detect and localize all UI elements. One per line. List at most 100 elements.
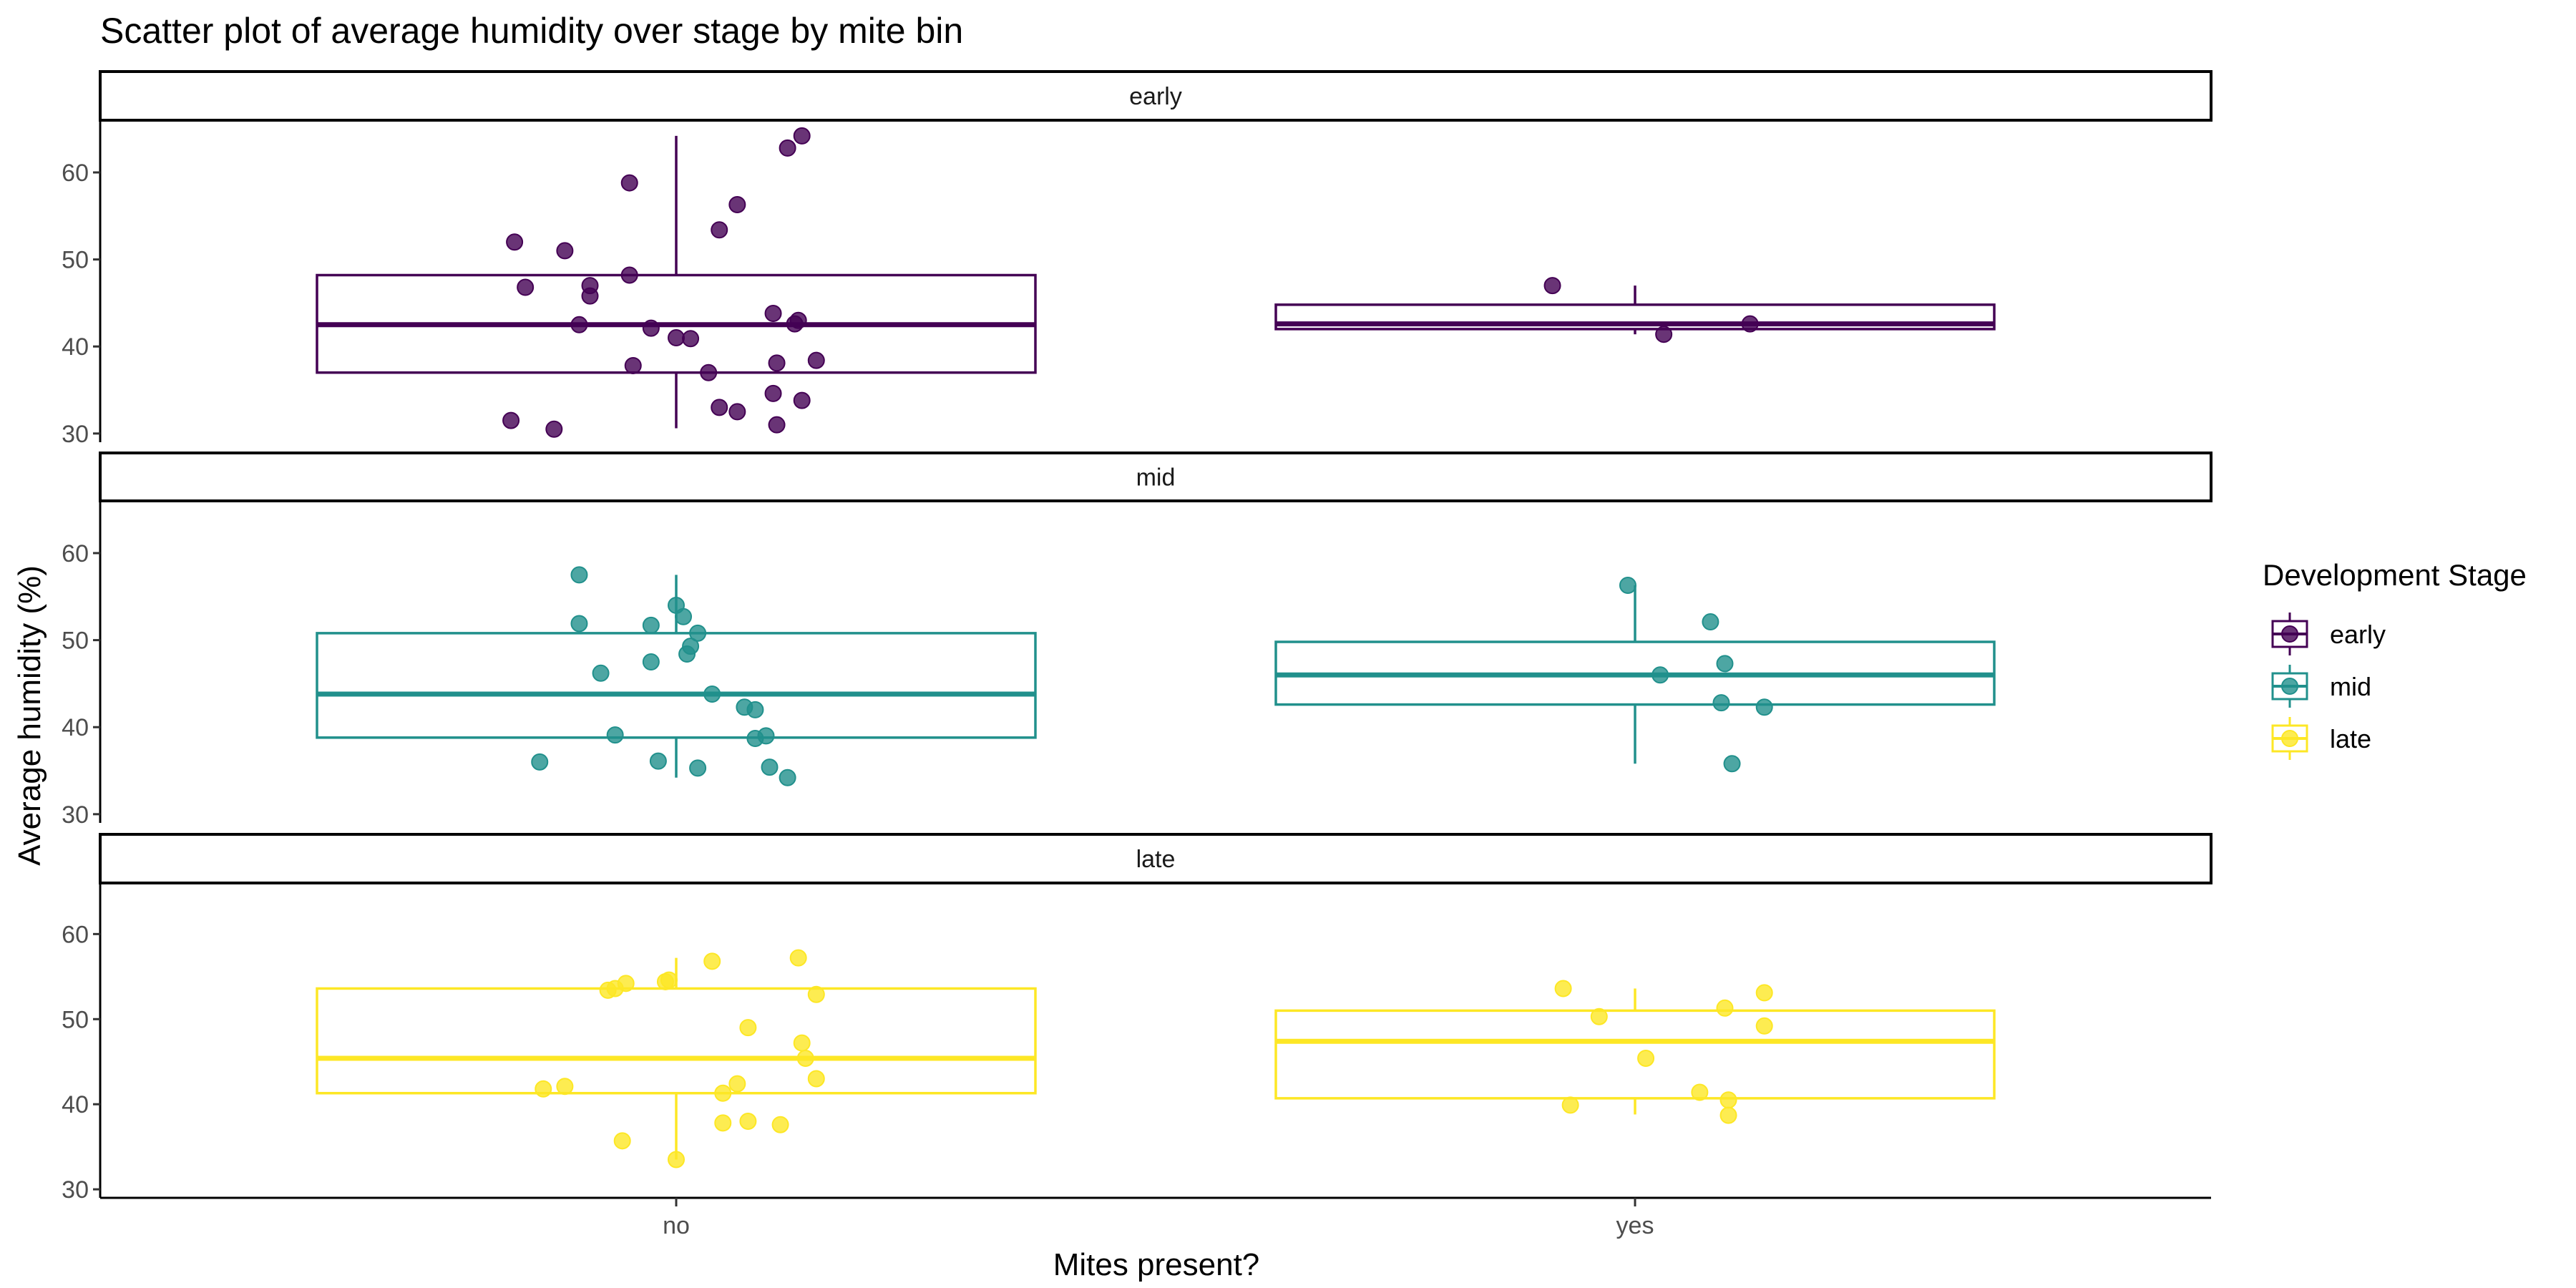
- legend-item-mid: mid: [2271, 665, 2371, 708]
- data-point: [789, 949, 807, 967]
- data-point: [617, 975, 635, 992]
- facet-strip-label: late: [1136, 846, 1176, 873]
- facet-strip-mid: [99, 452, 2212, 502]
- data-point: [714, 1084, 732, 1102]
- data-point: [606, 726, 624, 744]
- data-point: [502, 411, 520, 429]
- data-point: [807, 1070, 825, 1088]
- data-point: [779, 139, 796, 157]
- data-point: [764, 384, 782, 402]
- legend-label: mid: [2330, 672, 2371, 701]
- data-point: [1755, 1017, 1773, 1035]
- facet-mid: mid 30 40 50 60: [62, 452, 2212, 829]
- data-point: [581, 287, 599, 305]
- data-point: [620, 174, 638, 192]
- data-point: [786, 315, 804, 333]
- data-point: [793, 391, 811, 409]
- y-axis-label: Average humidity (%): [12, 565, 47, 866]
- data-point: [764, 305, 782, 322]
- data-point: [1716, 999, 1734, 1017]
- data-point: [570, 566, 588, 584]
- data-point: [556, 242, 574, 260]
- data-point: [592, 664, 610, 682]
- data-point: [807, 351, 825, 369]
- data-point: [1691, 1083, 1709, 1101]
- data-point: [757, 727, 775, 745]
- data-point: [711, 221, 728, 239]
- data-point: [570, 615, 588, 633]
- x-axis-label: Mites present?: [1053, 1247, 1260, 1282]
- legend-key-point: [2281, 730, 2298, 747]
- data-point: [1719, 1106, 1737, 1124]
- data-point: [768, 354, 786, 372]
- y-tick-label: 40: [62, 333, 89, 361]
- data-point: [779, 769, 796, 786]
- data-point: [535, 1080, 552, 1098]
- data-point: [531, 753, 549, 771]
- data-point: [728, 195, 746, 213]
- data-point: [1543, 277, 1561, 295]
- data-point: [703, 686, 721, 703]
- data-point: [746, 701, 764, 718]
- data-point: [761, 758, 779, 776]
- data-point: [1755, 984, 1773, 1002]
- y-tick-label: 50: [62, 628, 89, 655]
- data-point: [682, 638, 700, 655]
- data-point: [739, 1112, 757, 1130]
- legend-title: Development Stage: [2263, 558, 2527, 592]
- data-point: [1561, 1096, 1579, 1114]
- facet-strip-early: [99, 70, 2212, 122]
- data-point: [689, 624, 707, 642]
- x-tick-label: yes: [1616, 1212, 1654, 1239]
- data-point: [660, 971, 678, 989]
- data-point: [506, 233, 524, 251]
- facet-late: late 30 40 50 60: [62, 833, 2212, 1204]
- data-point: [675, 608, 693, 625]
- data-point: [642, 653, 660, 670]
- data-point: [793, 127, 811, 145]
- box-yes: [1274, 303, 1996, 331]
- data-point: [768, 416, 786, 434]
- data-point: [1554, 980, 1572, 997]
- y-tick-label: 40: [62, 1091, 89, 1118]
- box-no: [316, 987, 1037, 1095]
- facet-strip-label: early: [1129, 83, 1182, 110]
- data-point: [714, 1114, 732, 1132]
- y-tick-label: 60: [62, 540, 89, 567]
- data-point: [728, 403, 746, 421]
- data-point: [642, 319, 660, 337]
- data-point: [624, 356, 642, 374]
- data-point: [1723, 755, 1741, 773]
- y-tick-label: 30: [62, 421, 89, 448]
- y-tick-label: 60: [62, 921, 89, 948]
- legend: Development Stage early mid late: [2263, 558, 2527, 760]
- data-point: [1637, 1049, 1655, 1067]
- legend-item-early: early: [2271, 613, 2386, 655]
- data-point: [703, 952, 721, 970]
- data-point: [570, 316, 588, 333]
- y-tick-label: 40: [62, 714, 89, 741]
- facet-early: early 30 40 50 60: [62, 70, 2212, 448]
- x-tick-label: no: [663, 1212, 690, 1239]
- data-point: [793, 1034, 811, 1052]
- data-point: [1619, 576, 1636, 594]
- y-tick-label: 50: [62, 1006, 89, 1033]
- facets: early 30 40 50 60 mid 30 40 50 60 late 30 40 50 60 no ye…: [62, 70, 2212, 1239]
- data-point: [1755, 698, 1773, 716]
- data-point: [1719, 1091, 1737, 1109]
- data-point: [668, 329, 685, 347]
- data-point: [1712, 694, 1730, 712]
- data-point: [700, 364, 718, 381]
- legend-key-point: [2281, 678, 2298, 695]
- data-point: [1702, 613, 1719, 631]
- data-point: [689, 759, 707, 777]
- data-point: [1652, 666, 1669, 684]
- y-tick-label: 50: [62, 247, 89, 274]
- data-point: [613, 1132, 631, 1150]
- data-point: [728, 1075, 746, 1093]
- legend-label: early: [2330, 620, 2386, 649]
- data-point: [682, 330, 700, 348]
- data-point: [796, 1049, 814, 1067]
- y-tick-label: 60: [62, 160, 89, 187]
